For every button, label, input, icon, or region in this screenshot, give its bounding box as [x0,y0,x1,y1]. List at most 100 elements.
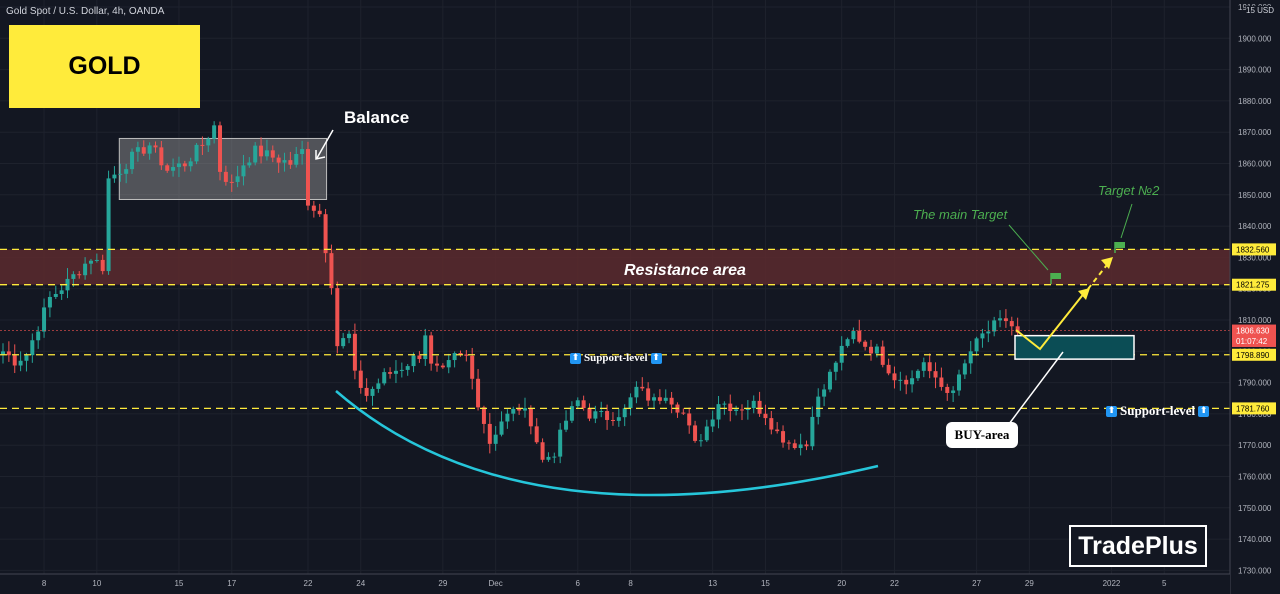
candle-body [646,388,651,401]
candle-body [734,409,739,412]
balance-zone [118,137,328,200]
candle-body [212,125,217,139]
up-arrow-icon: ⬆ [650,352,662,364]
candle-body [786,442,791,444]
candle-body [704,426,709,441]
candle-body [575,400,580,407]
candle-body [440,365,445,368]
price-axis-tick-label: 1840.000 [1238,222,1272,231]
price-axis-tick-label: 1790.000 [1238,379,1272,388]
candle-body [910,378,915,385]
axis-top-stub: 15 [1246,6,1255,15]
candle-body [206,138,211,146]
candle-body [781,431,786,443]
price-axis-tick-label: 1830.000 [1238,253,1272,262]
candle-body [42,307,47,332]
price-axis-tick-label: 1770.000 [1238,441,1272,450]
candle-body [986,331,991,334]
candle-body [47,296,52,308]
candle-body [218,125,223,172]
candle-body [652,397,657,401]
resistance-area-label: Resistance area [624,262,746,279]
buy-area-text: BUY-area [954,427,1010,442]
price-axis-tick-label: 1730.000 [1238,566,1272,575]
candle-body [505,413,510,422]
candle-body [176,163,181,168]
candle-body [124,169,129,174]
time-axis-tick-label: 15 [174,579,183,588]
buy-zone [1014,334,1135,360]
candle-body [915,370,920,379]
tradeplus-logo: TradePlus [1069,525,1207,567]
candle-body [681,412,686,414]
candle-body [329,253,334,289]
candle-body [194,144,199,162]
candle-body [106,178,111,272]
candle-body [12,355,17,366]
price-tag-label: 1798.890 [1236,351,1270,360]
candle-body [956,374,961,391]
price-tag-background [1232,324,1276,337]
candle-body [317,210,322,215]
candle-body [270,150,275,158]
candle-body [552,456,557,458]
candle-body [810,416,815,447]
price-axis-tick-label: 1780.000 [1238,410,1272,419]
time-axis-tick-label: 15 [761,579,770,588]
support-level-text: Support-level [1120,403,1196,418]
candle-body [945,386,950,393]
candle-body [511,408,516,414]
candle-body [88,260,93,264]
candle-body [335,288,340,347]
time-axis-tick-label: 24 [356,579,365,588]
candle-body [998,318,1003,321]
price-axis-tick-label: 1870.000 [1238,128,1272,137]
candle-body [458,353,463,355]
candle-body [921,362,926,371]
candle-body [411,355,416,367]
time-axis-tick-label: 29 [438,579,447,588]
candle-body [36,331,41,341]
candle-body [200,144,205,146]
candle-body [628,397,633,409]
candle-body [739,409,744,411]
axis-currency-label: 15 USD [1246,6,1275,15]
price-axis-tick-label: 1810.000 [1238,316,1272,325]
candle-body [980,333,985,339]
candle-body [417,355,422,360]
main-target-label: The main Target [913,207,1008,222]
candle-body [159,147,164,166]
candle-body [24,355,29,361]
price-tag-label: 01:07:42 [1236,337,1268,346]
projection-path-1 [1015,291,1086,351]
candle-body [364,387,369,396]
candle-body [763,413,768,419]
candle-body [18,360,23,366]
candle-body [1,351,5,355]
time-axis-tick-label: 8 [628,579,633,588]
candle-body [528,408,533,427]
candle-body [851,330,856,340]
time-axis-tick-label: 10 [92,579,101,588]
candle-body [112,174,117,179]
candle-body [247,162,252,166]
candle-body [798,444,803,449]
time-axis-tick-label: 27 [972,579,981,588]
candle-body [581,400,586,409]
candle-body [569,406,574,421]
price-axis-tick-label: 1850.000 [1238,191,1272,200]
candle-body [399,369,404,371]
candle-body [71,274,76,279]
balance-label: Balance [344,108,410,127]
price-tag-label: 1821.275 [1236,281,1270,290]
target-flag-2-icon [1115,242,1125,248]
price-tag-background [1232,334,1276,347]
price-axis-tick-label: 1900.000 [1238,34,1272,43]
candle-body [470,355,475,379]
candle-body [188,161,193,167]
candle-body [869,346,874,354]
candle-body [1009,321,1014,327]
candle-body [100,259,105,272]
time-axis-tick-label: 22 [304,579,313,588]
